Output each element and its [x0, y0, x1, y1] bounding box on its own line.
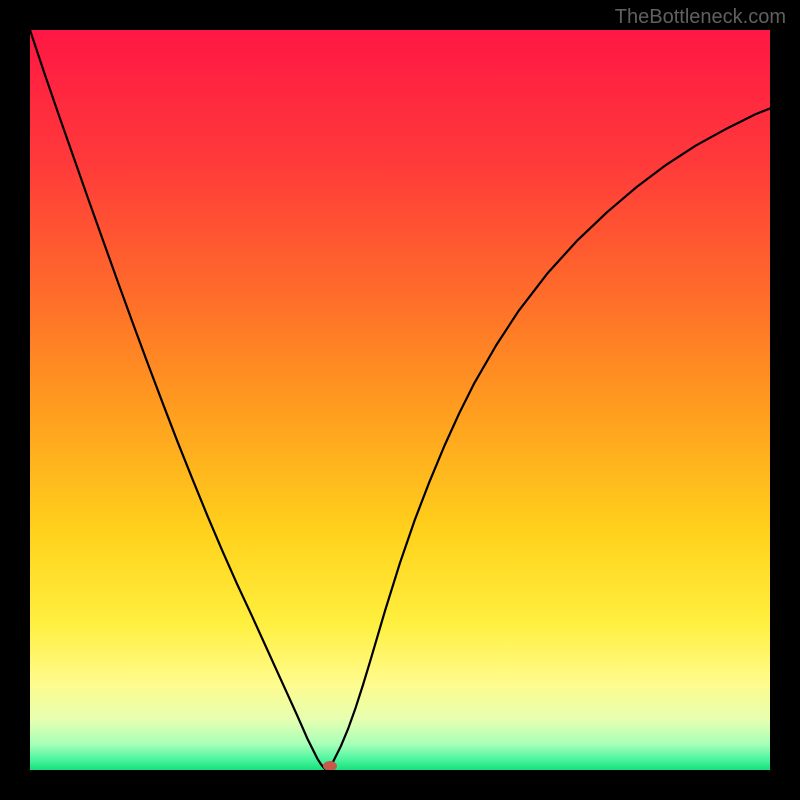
minimum-point-marker [323, 761, 337, 770]
watermark-text: TheBottleneck.com [615, 6, 786, 29]
bottleneck-curve [30, 30, 770, 770]
curve-left-branch [30, 30, 326, 770]
curve-right-branch [326, 108, 770, 770]
plot-area [30, 30, 770, 770]
